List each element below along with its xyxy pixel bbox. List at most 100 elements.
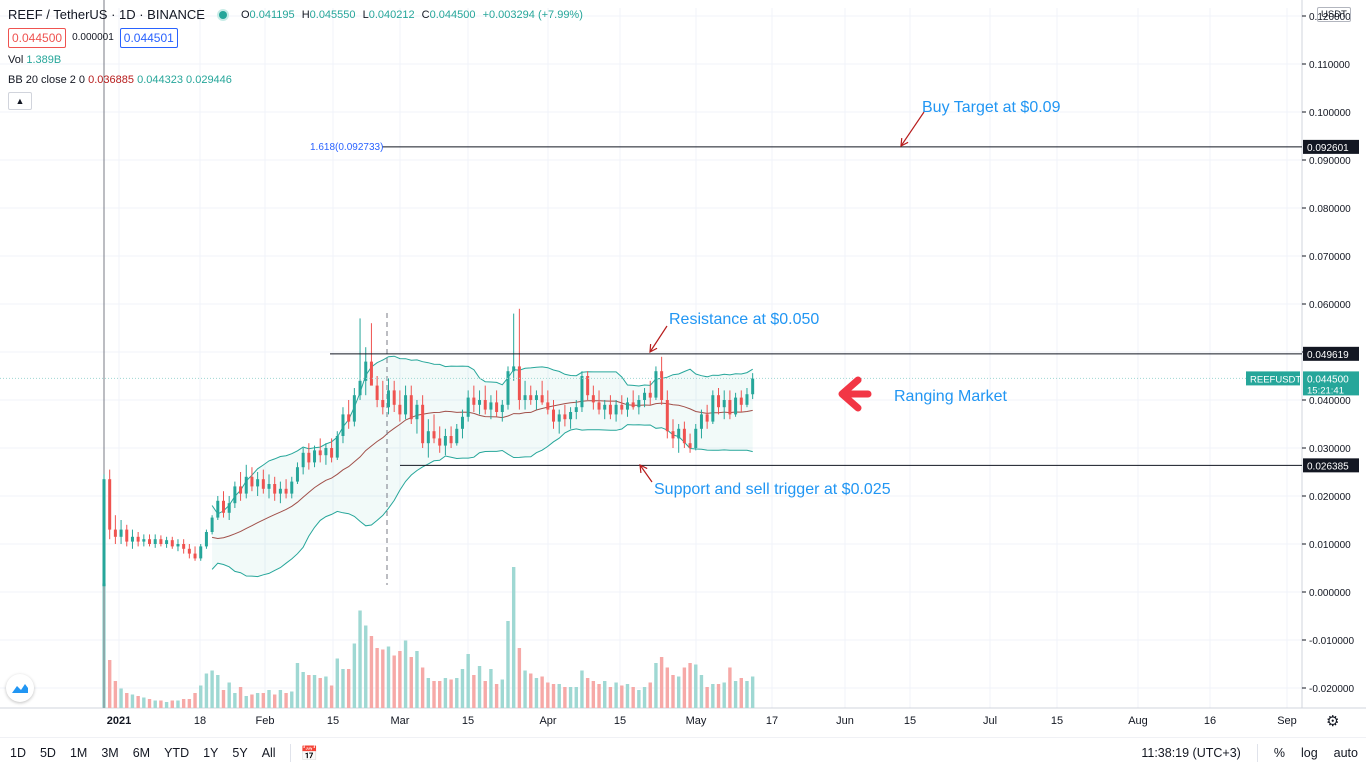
volume-bar — [204, 673, 209, 708]
volume-bar — [358, 610, 362, 708]
volume-bar — [665, 667, 670, 708]
volume-bar — [392, 655, 396, 708]
volume-bar — [335, 658, 339, 708]
range-5y[interactable]: 5Y — [232, 746, 248, 760]
volume-bar — [529, 673, 533, 708]
volume-bar — [585, 678, 590, 708]
volume-bar — [346, 669, 351, 708]
volume-bar — [705, 687, 709, 708]
volume-bar — [472, 675, 476, 708]
candle-body — [614, 404, 618, 415]
candle-body — [415, 404, 419, 420]
volume-bar — [466, 654, 470, 708]
log-toggle[interactable]: log — [1300, 746, 1318, 760]
symbol-title[interactable]: REEF / TetherUS · 1D · BINANCE — [8, 7, 205, 22]
volume-bar — [568, 687, 573, 708]
range-5d[interactable]: 5D — [39, 746, 56, 760]
candle-body — [210, 517, 214, 532]
candle-body — [717, 395, 721, 408]
gear-icon[interactable]: ⚙ — [1326, 713, 1340, 730]
candle-body — [113, 529, 117, 537]
candle-body — [637, 400, 641, 408]
range-1y[interactable]: 1Y — [203, 746, 219, 760]
candle-body — [250, 476, 254, 487]
candle-body — [324, 448, 328, 456]
volume-bar — [386, 646, 391, 708]
symbol-tag-label: REEFUSDT — [1250, 374, 1301, 385]
volume-bar — [164, 702, 169, 708]
candle-body — [603, 404, 607, 410]
candle-body — [233, 486, 237, 504]
volume-legend[interactable]: Vol 1.389B — [8, 54, 62, 66]
price-tick-label: -0.010000 — [1309, 636, 1354, 647]
candle-body — [597, 402, 601, 410]
range-ytd[interactable]: YTD — [164, 746, 190, 760]
candle-body — [108, 479, 112, 530]
candle-body — [261, 479, 265, 489]
candle-body — [330, 448, 334, 458]
candle-body — [387, 390, 390, 408]
candle-body — [648, 392, 652, 398]
candle-body — [483, 400, 487, 410]
market-status-dot — [218, 11, 227, 19]
tradingview-logo[interactable] — [6, 674, 34, 702]
candle-body — [688, 443, 692, 448]
candle-body — [404, 395, 408, 415]
currency-badge[interactable]: USDT — [1317, 7, 1351, 22]
candle-body — [460, 416, 464, 429]
volume-bar — [381, 649, 385, 708]
candle-body — [204, 532, 208, 547]
candle-body — [358, 380, 362, 396]
volume-bar — [603, 681, 607, 708]
volume-bar — [711, 684, 715, 708]
candle-body — [290, 481, 294, 494]
volume-bar — [540, 676, 544, 708]
range-3m[interactable]: 3M — [101, 746, 119, 760]
volume-bar — [648, 682, 652, 708]
candle-body — [102, 479, 106, 587]
volume-bar — [551, 684, 556, 708]
candle-body — [455, 428, 459, 444]
candle-body — [432, 431, 436, 439]
bb-legend[interactable]: BB 20 close 2 0 0.036885 0.044323 0.0294… — [8, 74, 232, 86]
candle-body — [569, 412, 573, 420]
volume-bar — [676, 676, 681, 708]
date-range-icon[interactable]: 📅 — [300, 744, 319, 761]
price-tick-label: 0.020000 — [1309, 492, 1351, 503]
percent-toggle[interactable]: % — [1273, 746, 1285, 760]
sell-price-button[interactable]: 0.044500 — [8, 28, 67, 48]
volume-bar — [142, 697, 146, 708]
candle-body — [369, 361, 373, 386]
candle-body — [751, 378, 755, 395]
volume-bar — [409, 657, 413, 708]
range-all[interactable]: All — [261, 746, 276, 760]
candle-body — [443, 436, 447, 446]
candle-body — [398, 404, 402, 415]
volume-bar — [210, 670, 214, 708]
candle-body — [677, 428, 681, 439]
candle-body — [239, 486, 243, 494]
buy-price-button[interactable]: 0.044501 — [119, 28, 178, 48]
volume-bar — [136, 696, 140, 708]
candle-body — [654, 371, 658, 398]
price-chart[interactable]: 2021 18 Feb 15 Mar 15 Apr 15 May 17 Jun 15 Jul 15 Aug 1… — [0, 0, 1366, 738]
clock-time[interactable]: 11:38:19 (UTC+3) — [1141, 746, 1241, 760]
candle-body — [665, 400, 669, 432]
candle-body — [148, 539, 152, 544]
candle-body — [660, 371, 664, 400]
candle-body — [529, 395, 533, 400]
bb-lower-line — [211, 424, 753, 578]
buy-target-annotation: Buy Target at $0.09 — [922, 99, 1061, 116]
candle-body — [546, 402, 550, 410]
range-1m[interactable]: 1M — [69, 746, 88, 760]
volume-bar — [534, 678, 539, 708]
candle-body — [421, 404, 425, 444]
candle-body — [449, 436, 453, 444]
range-6m[interactable]: 6M — [132, 746, 151, 760]
time-tick-label: 15 — [614, 715, 626, 727]
collapse-legend-button[interactable]: ▲ — [8, 92, 32, 110]
volume-bar — [318, 678, 322, 708]
volume-bar — [273, 694, 277, 708]
range-1d[interactable]: 1D — [10, 746, 26, 760]
auto-toggle[interactable]: auto — [1333, 746, 1358, 760]
